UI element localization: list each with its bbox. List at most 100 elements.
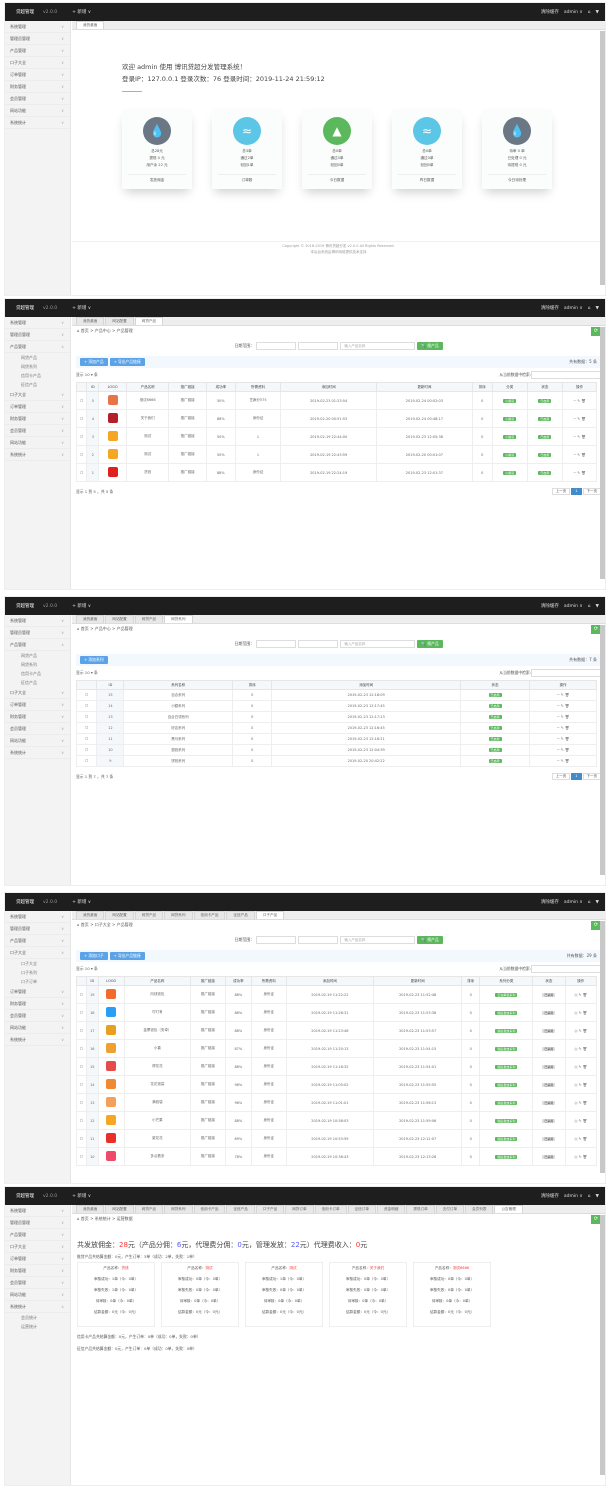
cell[interactable]: 推广链接 [190,1003,226,1022]
add-button[interactable]: + 添加系列 [80,656,108,664]
status-tag[interactable]: 已启用 [488,726,502,730]
row-action-icons[interactable]: ◎ ✎ 🗑 [574,1064,588,1069]
brand-logo[interactable]: 贷超管理 [16,604,34,609]
column-header[interactable]: 更新时间 [373,976,463,986]
sidebar-subitem[interactable]: 口子订单 [21,978,37,984]
row-checkbox[interactable]: ☐ [76,1147,87,1166]
sidebar-item[interactable]: 管理员管理 ∨ [5,923,70,935]
date-end-input[interactable] [298,936,339,944]
row-action-icons[interactable]: − ✎ 🗑 [573,452,586,457]
date-end-input[interactable] [298,342,339,350]
cell[interactable]: 推广链接 [168,409,207,428]
table-search-input[interactable] [531,965,601,973]
home-icon[interactable]: ⌂ [587,899,591,905]
refresh-button[interactable]: ⟳ [591,625,601,634]
brand-logo[interactable]: 贷超管理 [16,306,34,311]
tab[interactable]: 网站配置 [105,911,134,919]
date-start-input[interactable] [256,640,297,648]
row-action-icons[interactable]: ◎ ✎ 🗑 [574,1118,588,1123]
scrollbar[interactable] [600,1215,605,1475]
page-1-button[interactable]: 1 [571,773,582,780]
tab[interactable]: 口子产品 [255,911,285,919]
scrollbar[interactable] [600,31,605,285]
row-action-icons[interactable]: ◎ ✎ 🗑 [574,1100,588,1105]
sidebar-subitem[interactable]: 网贷系列 [21,363,37,369]
tab[interactable]: 口子产品 [255,1205,285,1213]
row-checkbox[interactable]: ☐ [75,391,88,410]
column-header[interactable] [75,382,88,392]
row-checkbox[interactable]: ☐ [75,700,98,712]
column-header[interactable]: 添加时间 [280,382,378,392]
cell[interactable]: 推广链接 [190,1093,226,1112]
page-1-button[interactable]: 1 [571,488,582,495]
scrollbar[interactable] [600,625,605,875]
clear-cache-link[interactable]: 清除缓存 [540,900,559,905]
clear-cache-link[interactable]: 清除缓存 [540,604,559,609]
column-header[interactable]: 状态 [532,976,566,986]
page-size-select[interactable]: 显示 10 ▾ 条 [76,966,98,971]
sidebar-item[interactable]: 产品管理 ∨ [5,1229,70,1241]
row-action-icons[interactable]: − ✎ 🗑 [573,470,586,475]
column-header[interactable]: 添加时间 [285,976,375,986]
breadcrumb-text[interactable]: ⌂ 首页 > 口子大全 > 产品管理 [77,922,133,927]
search-input[interactable]: 输入产品名称 [340,936,416,944]
row-checkbox[interactable]: ☐ [75,463,88,482]
refresh-button[interactable]: ⟳ [591,921,601,930]
status-tag[interactable]: 已启用 [538,470,552,475]
row-checkbox[interactable]: ☐ [75,427,88,446]
sidebar-item[interactable]: 口子大全 ∨ [5,1241,70,1253]
sidebar-item[interactable]: 口子大全 ∨ [5,57,70,69]
row-checkbox[interactable]: ☐ [76,1093,87,1112]
sidebar-item[interactable]: 财务管理 ∨ [5,711,70,723]
tab[interactable]: 会员列表 [465,1205,494,1213]
sidebar-item[interactable]: 会员管理 ∨ [5,1277,70,1289]
refresh-button[interactable]: ⟳ [591,1215,601,1224]
user-menu[interactable]: admin ∨ [563,1193,583,1199]
tab[interactable]: 提现订单 [406,1205,435,1213]
row-action-icons[interactable]: − ✎ 🗑 [573,416,586,421]
row-checkbox[interactable]: ☐ [76,1021,87,1040]
card-footer-link[interactable]: 今日数据 [308,174,366,183]
date-end-input[interactable] [298,640,339,648]
sidebar-item[interactable]: 会员管理 ∨ [5,723,70,735]
row-action-icons[interactable]: ◎ ✎ 🗑 [574,1010,588,1015]
status-tag[interactable]: 已禁用 [542,1028,556,1033]
home-icon[interactable]: ⌂ [587,305,591,311]
tab[interactable]: 征信产品 [226,1205,255,1213]
column-header[interactable]: 产品名称 [123,976,192,986]
sidebar-subitem[interactable]: 口子系列 [21,969,37,975]
status-tag[interactable]: 已禁用 [542,1010,556,1015]
status-tag[interactable]: 已禁用 [542,1046,556,1051]
column-header[interactable]: 成功率 [205,382,236,392]
cell[interactable]: 推广链接 [168,427,207,446]
user-menu[interactable]: admin ∨ [563,603,583,609]
status-tag[interactable]: 已禁用 [542,1154,556,1159]
add-button[interactable]: + 添加口子 [80,952,108,960]
tab[interactable]: 资金明细 [376,1205,406,1213]
sidebar-item[interactable]: 产品管理 ∧ [5,639,70,651]
tab[interactable]: 网贷订单 [285,1205,314,1213]
refresh-button[interactable]: ⟳ [591,327,601,336]
column-header[interactable]: 系列分类 [479,976,534,986]
tab[interactable]: 网贷产品 [134,1205,164,1213]
tab[interactable]: 网贷产品 [134,317,164,325]
home-icon[interactable]: ⌂ [587,603,591,609]
column-header[interactable]: 操作 [564,976,598,986]
column-header[interactable]: LOGO [98,976,125,986]
column-header[interactable]: LOGO [98,382,127,392]
page-size-select[interactable]: 显示 10 ▾ 条 [76,670,98,675]
row-checkbox[interactable]: ☐ [76,985,87,1004]
sidebar-item[interactable]: 网站功能 ∨ [5,437,70,449]
column-header[interactable]: 排序 [471,382,493,392]
tab[interactable]: 网站配置 [105,317,134,325]
scrollbar[interactable] [600,921,605,1173]
column-header[interactable]: 分类 [491,382,528,392]
scrollbar[interactable] [600,327,605,579]
sidebar-subitem[interactable]: 征信产品 [21,381,37,387]
row-action-icons[interactable]: ◎ ✎ 🗑 [574,1082,588,1087]
row-checkbox[interactable]: ☐ [75,445,88,464]
cell[interactable]: 推广链接 [190,1129,226,1148]
row-checkbox[interactable]: ☐ [75,733,98,745]
card-footer-link[interactable]: 今日待处理 [488,174,546,183]
tab[interactable]: 网贷系列 [164,1205,193,1213]
